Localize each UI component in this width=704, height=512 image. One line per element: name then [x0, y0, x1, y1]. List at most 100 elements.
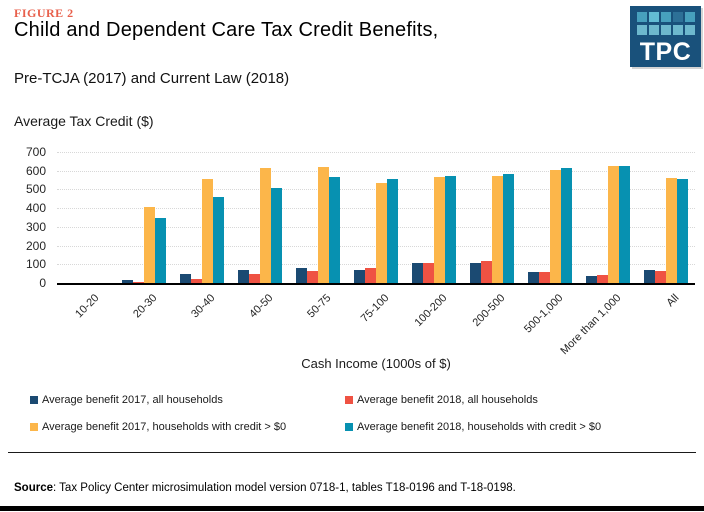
bar-group	[347, 152, 405, 283]
x-tick-label: 50-75	[305, 292, 334, 321]
bar	[550, 170, 561, 283]
bar	[202, 179, 213, 283]
y-tick-label: 700	[25, 145, 46, 159]
logo-square	[685, 25, 695, 35]
bar	[238, 270, 249, 283]
bar	[434, 177, 445, 283]
legend-item: Average benefit 2017, households with cr…	[30, 421, 345, 433]
bar	[445, 176, 456, 283]
bar	[503, 174, 514, 283]
bar	[260, 168, 271, 283]
bar-group	[231, 152, 289, 283]
bar	[608, 166, 619, 283]
bar	[354, 270, 365, 283]
bar	[376, 183, 387, 283]
bar	[144, 207, 155, 283]
x-tick-label: 10-20	[73, 292, 102, 321]
bar-group	[521, 152, 579, 283]
legend-label: Average benefit 2018, all households	[357, 394, 538, 406]
bar	[655, 271, 666, 283]
bar	[470, 263, 481, 283]
y-tick-label: 500	[25, 182, 46, 197]
bar	[481, 261, 492, 283]
x-tick-label: 40-50	[247, 292, 276, 321]
x-axis-title: Cash Income (1000s of $)	[301, 356, 451, 371]
x-tick-label: All	[664, 292, 682, 310]
footer-divider	[8, 452, 696, 453]
bar	[365, 268, 376, 283]
y-tick-label: 400	[25, 201, 46, 216]
bar	[492, 176, 503, 283]
x-tick-label: 200-500	[470, 292, 508, 330]
y-tick-label: 0	[39, 276, 46, 290]
bar	[387, 179, 398, 283]
logo-square	[673, 25, 683, 35]
bar	[561, 168, 572, 283]
logo-square	[661, 12, 671, 22]
logo-square	[685, 12, 695, 22]
bar	[329, 177, 340, 283]
logo-square	[637, 12, 647, 22]
bar	[155, 218, 166, 283]
bar	[191, 279, 202, 283]
bar	[586, 276, 597, 283]
logo-square	[649, 12, 659, 22]
bar	[133, 282, 144, 283]
bar	[412, 263, 423, 283]
legend-swatch	[30, 396, 38, 404]
x-axis-ticks: 10-20 20-30 30-40 40-50 50-75 75-100 100-200 20…	[57, 287, 695, 357]
bar-group	[173, 152, 231, 283]
legend-item: Average benefit 2017, all households	[30, 394, 345, 406]
logo-square	[673, 12, 683, 22]
bar	[307, 271, 318, 283]
bar	[318, 167, 329, 283]
x-tick-label: More than 1,000	[558, 292, 624, 358]
y-tick-label: 200	[25, 238, 46, 253]
y-tick-label: 300	[25, 219, 46, 234]
figure-bottom-rule	[0, 506, 704, 511]
y-axis-title: Average Tax Credit ($)	[14, 113, 154, 129]
tpc-logo-text: TPC	[639, 38, 692, 66]
bar	[423, 263, 434, 283]
figure-label: FIGURE 2	[14, 6, 74, 20]
bar	[213, 197, 224, 283]
bar	[296, 268, 307, 283]
logo-square	[661, 25, 671, 35]
source-label: Source	[14, 482, 53, 494]
x-tick-label: 75-100	[358, 292, 392, 325]
x-tick-label: 500-1,000	[521, 292, 566, 336]
page-title: Child and Dependent Care Tax Credit Bene…	[14, 19, 439, 41]
bar-group	[57, 152, 115, 283]
bar	[677, 179, 688, 283]
x-tick-label: 20-30	[131, 292, 160, 321]
gridline	[57, 152, 695, 153]
logo-square	[649, 25, 659, 35]
bar	[180, 274, 191, 283]
source-note: Source: Tax Policy Center microsimulatio…	[14, 482, 516, 494]
bar-group	[115, 152, 173, 283]
y-axis-ticks: 0 100 200 300 400 500 600 700	[0, 145, 46, 290]
legend-swatch	[30, 423, 38, 431]
legend-swatch	[345, 396, 353, 404]
bar	[539, 272, 550, 283]
bar	[644, 270, 655, 283]
y-tick-label: 100	[25, 257, 46, 272]
bar-group	[637, 152, 695, 283]
bar	[619, 166, 630, 283]
bar	[528, 272, 539, 283]
bar	[249, 274, 260, 283]
bar	[122, 280, 133, 283]
bar	[271, 188, 282, 283]
bar	[597, 275, 608, 283]
x-tick-label: 30-40	[189, 292, 218, 321]
legend-label: Average benefit 2018, households with cr…	[357, 421, 602, 433]
page-subtitle: Pre-TCJA (2017) and Current Law (2018)	[14, 70, 290, 87]
legend-item: Average benefit 2018, all households	[345, 394, 690, 406]
logo-square	[637, 25, 647, 35]
gridline	[57, 170, 695, 172]
legend-label: Average benefit 2017, households with cr…	[42, 421, 287, 433]
tpc-logo: TPC	[630, 6, 701, 67]
bar-group	[289, 152, 347, 283]
bar-group	[579, 152, 637, 283]
x-tick-label: 100-200	[412, 292, 450, 330]
